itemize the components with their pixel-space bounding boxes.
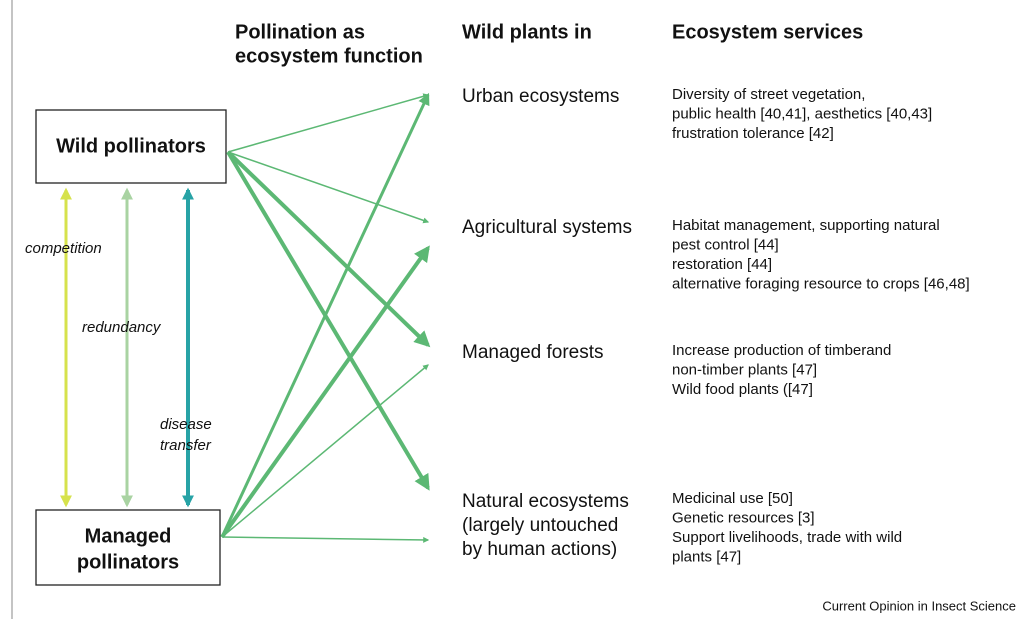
relation-label: transfer <box>160 437 212 454</box>
service-line: Diversity of street vegetation, <box>672 86 865 103</box>
service-line: Support livelihoods, trade with wild <box>672 529 902 546</box>
relation-label: disease <box>160 416 212 433</box>
header: Ecosystem services <box>672 21 863 43</box>
service-line: pest control [44] <box>672 236 779 253</box>
function-arrows <box>220 92 431 543</box>
relation-label: redundancy <box>82 319 162 336</box>
node-label: pollinators <box>77 551 179 573</box>
function-arrow <box>220 245 430 539</box>
system-name: Natural ecosystems <box>462 491 629 512</box>
service-line: Increase production of timberand <box>672 342 891 359</box>
function-arrow <box>227 151 430 224</box>
service-line: non-timber plants [47] <box>672 361 817 378</box>
header: Pollination as <box>235 21 365 43</box>
service-line: restoration [44] <box>672 256 772 273</box>
service-line: Genetic resources [3] <box>672 509 815 526</box>
header: Wild plants in <box>462 21 592 43</box>
system-name: Urban ecosystems <box>462 86 619 107</box>
service-line: alternative foraging resource to crops [… <box>672 275 970 292</box>
service-line: public health [40,41], aesthetics [40,43… <box>672 105 932 122</box>
function-arrow <box>221 364 429 538</box>
function-arrow <box>220 92 430 538</box>
service-line: Medicinal use [50] <box>672 490 793 507</box>
header: ecosystem function <box>235 45 423 67</box>
service-line: Wild food plants ([47] <box>672 381 813 398</box>
function-arrow <box>221 536 430 543</box>
service-line: plants [47] <box>672 548 741 565</box>
service-line: Habitat management, supporting natural <box>672 217 940 234</box>
footer: Current Opinion in Insect Science <box>822 598 1016 613</box>
service-line: frustration tolerance [42] <box>672 125 834 142</box>
system-name: Managed forests <box>462 342 604 363</box>
node-box <box>35 109 227 184</box>
system-name: Agricultural systems <box>462 217 632 238</box>
function-arrow <box>226 150 431 348</box>
function-arrow <box>226 150 430 491</box>
relation-label: competition <box>25 240 102 257</box>
system-name: by human actions) <box>462 539 617 560</box>
node-box <box>35 509 221 586</box>
function-arrow <box>227 93 430 153</box>
system-name: (largely untouched <box>462 515 618 536</box>
node-label: Managed <box>85 525 172 547</box>
node-label: Wild pollinators <box>56 135 206 157</box>
